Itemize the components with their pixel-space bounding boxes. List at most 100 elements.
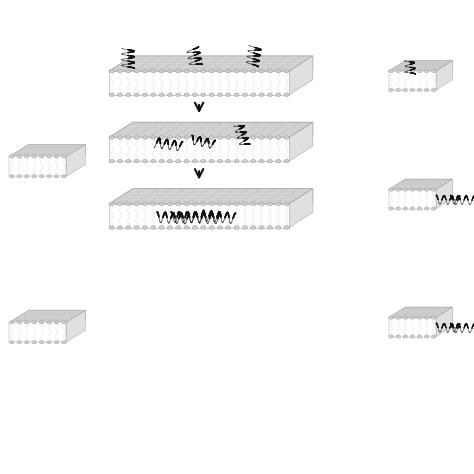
Ellipse shape	[234, 159, 239, 163]
Ellipse shape	[134, 93, 139, 97]
Ellipse shape	[54, 321, 59, 324]
Ellipse shape	[431, 316, 436, 319]
Ellipse shape	[167, 93, 173, 97]
Ellipse shape	[134, 159, 139, 163]
Ellipse shape	[184, 93, 189, 97]
Ellipse shape	[234, 202, 239, 206]
Ellipse shape	[259, 93, 264, 97]
Ellipse shape	[134, 136, 139, 139]
Ellipse shape	[431, 335, 436, 338]
Ellipse shape	[109, 69, 114, 73]
Ellipse shape	[192, 136, 198, 139]
Ellipse shape	[126, 69, 131, 73]
Ellipse shape	[192, 226, 198, 229]
Ellipse shape	[39, 340, 44, 344]
Ellipse shape	[167, 226, 173, 229]
Ellipse shape	[424, 70, 429, 73]
Ellipse shape	[176, 69, 181, 73]
Ellipse shape	[167, 159, 173, 163]
Ellipse shape	[275, 159, 281, 163]
Ellipse shape	[226, 159, 231, 163]
Ellipse shape	[159, 159, 164, 163]
Ellipse shape	[389, 89, 393, 92]
Ellipse shape	[39, 155, 44, 158]
Ellipse shape	[142, 93, 147, 97]
Ellipse shape	[39, 175, 44, 178]
Ellipse shape	[54, 155, 59, 158]
Ellipse shape	[275, 202, 281, 206]
Ellipse shape	[118, 69, 123, 73]
Ellipse shape	[389, 335, 393, 338]
Ellipse shape	[396, 89, 401, 92]
Ellipse shape	[267, 136, 273, 139]
Ellipse shape	[176, 202, 181, 206]
Ellipse shape	[54, 175, 59, 178]
Ellipse shape	[167, 69, 173, 73]
Ellipse shape	[32, 340, 36, 344]
Ellipse shape	[403, 335, 408, 338]
Ellipse shape	[142, 69, 147, 73]
Bar	[389, 71, 436, 90]
Ellipse shape	[267, 93, 273, 97]
Ellipse shape	[159, 136, 164, 139]
Ellipse shape	[389, 188, 393, 191]
Ellipse shape	[142, 159, 147, 163]
Ellipse shape	[251, 136, 256, 139]
Ellipse shape	[192, 159, 198, 163]
Ellipse shape	[284, 93, 289, 97]
Ellipse shape	[234, 69, 239, 73]
Ellipse shape	[201, 226, 206, 229]
Ellipse shape	[284, 136, 289, 139]
Ellipse shape	[217, 159, 222, 163]
Polygon shape	[66, 310, 85, 333]
Ellipse shape	[284, 202, 289, 206]
Ellipse shape	[201, 93, 206, 97]
Ellipse shape	[242, 69, 247, 73]
Ellipse shape	[47, 340, 52, 344]
Ellipse shape	[159, 93, 164, 97]
Ellipse shape	[424, 335, 429, 338]
Ellipse shape	[184, 136, 189, 139]
Bar	[109, 204, 289, 228]
Ellipse shape	[126, 136, 131, 139]
Polygon shape	[9, 145, 85, 156]
Ellipse shape	[431, 188, 436, 191]
Bar	[109, 71, 289, 95]
Ellipse shape	[275, 69, 281, 73]
Ellipse shape	[424, 188, 429, 191]
Ellipse shape	[47, 155, 52, 158]
Ellipse shape	[226, 226, 231, 229]
Ellipse shape	[209, 202, 214, 206]
Ellipse shape	[151, 69, 156, 73]
Ellipse shape	[242, 202, 247, 206]
Ellipse shape	[142, 202, 147, 206]
Ellipse shape	[403, 316, 408, 319]
Ellipse shape	[389, 70, 393, 73]
Ellipse shape	[417, 316, 422, 319]
Ellipse shape	[9, 155, 14, 158]
Ellipse shape	[62, 175, 66, 178]
Ellipse shape	[151, 159, 156, 163]
Ellipse shape	[201, 202, 206, 206]
Ellipse shape	[176, 226, 181, 229]
Ellipse shape	[62, 155, 66, 158]
Ellipse shape	[424, 207, 429, 210]
Ellipse shape	[109, 226, 114, 229]
Ellipse shape	[134, 69, 139, 73]
Ellipse shape	[209, 69, 214, 73]
Ellipse shape	[217, 93, 222, 97]
Ellipse shape	[109, 136, 114, 139]
Polygon shape	[289, 189, 313, 228]
Ellipse shape	[410, 335, 415, 338]
Ellipse shape	[134, 226, 139, 229]
Ellipse shape	[184, 202, 189, 206]
Ellipse shape	[126, 226, 131, 229]
Ellipse shape	[159, 202, 164, 206]
Ellipse shape	[259, 202, 264, 206]
Ellipse shape	[151, 226, 156, 229]
Ellipse shape	[267, 202, 273, 206]
Ellipse shape	[47, 175, 52, 178]
Ellipse shape	[62, 321, 66, 324]
Ellipse shape	[209, 159, 214, 163]
Ellipse shape	[126, 93, 131, 97]
